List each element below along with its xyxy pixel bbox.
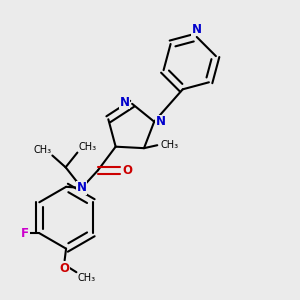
Text: CH₃: CH₃ xyxy=(78,142,96,152)
Text: CH₃: CH₃ xyxy=(33,145,52,154)
Text: N: N xyxy=(156,115,166,128)
Text: N: N xyxy=(192,22,202,35)
Text: CH₃: CH₃ xyxy=(160,140,178,150)
Text: N: N xyxy=(120,96,130,109)
Text: O: O xyxy=(122,164,132,177)
Text: N: N xyxy=(77,182,87,194)
Text: O: O xyxy=(60,262,70,275)
Text: F: F xyxy=(21,227,29,240)
Text: CH₃: CH₃ xyxy=(77,273,95,283)
